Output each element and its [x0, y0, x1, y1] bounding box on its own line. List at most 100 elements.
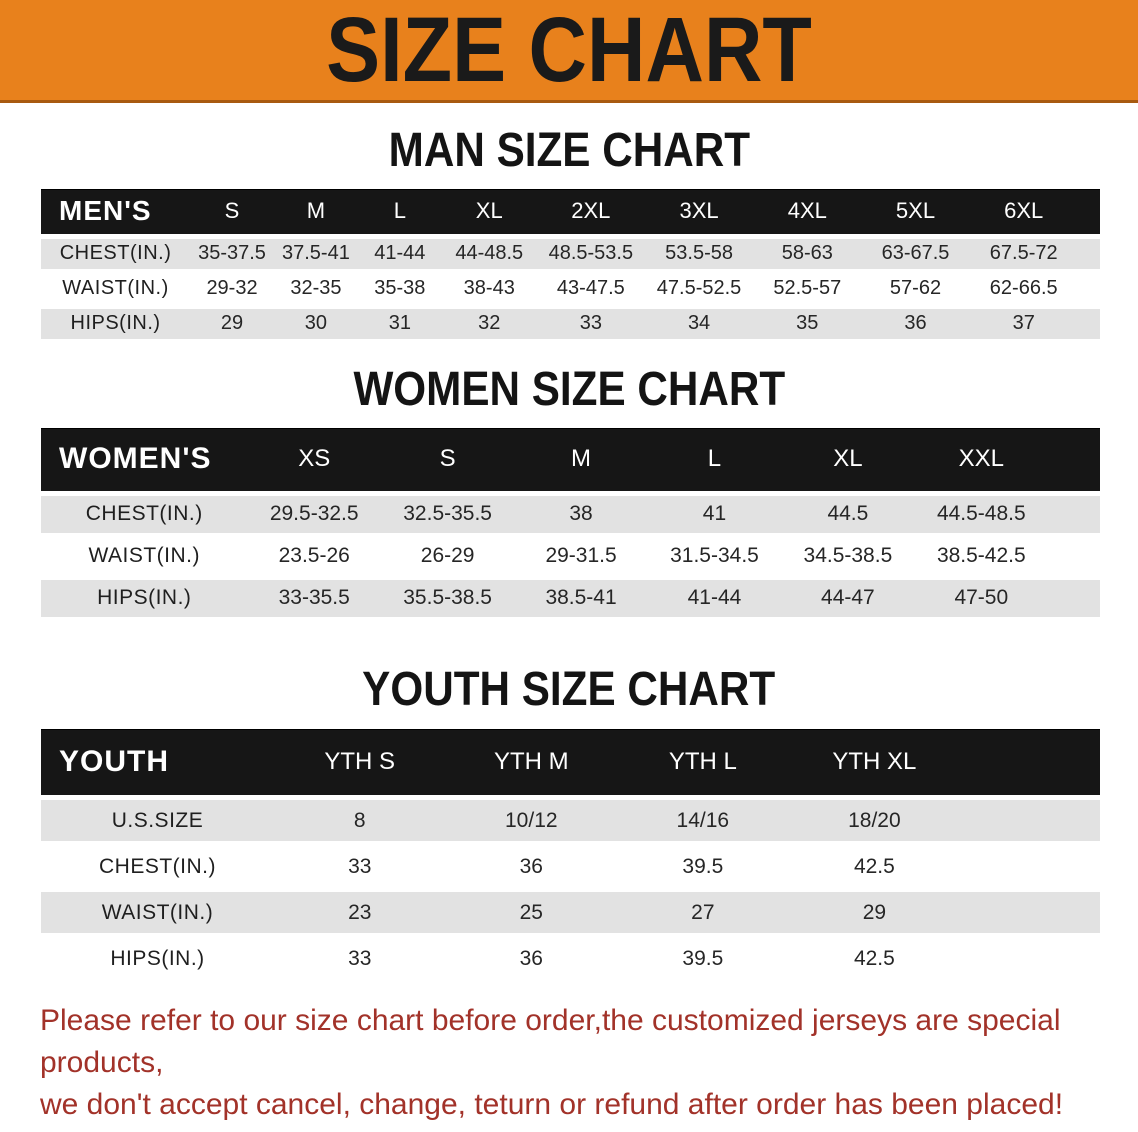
page-title: SIZE CHART — [293, 4, 845, 96]
men-size-value: 29 — [190, 308, 274, 339]
men-row-filler — [1077, 308, 1100, 339]
men-header-filler — [1077, 188, 1100, 234]
men-measurement-row: WAIST(IN.) 29-32 32-35 35-38 38-43 43-47.5 47.… — [41, 273, 1100, 304]
men-measurement-row: CHEST(IN.) 35-37.5 37.5-41 41-44 44-48.5 48.5… — [41, 238, 1100, 269]
women-size-value: 41-44 — [647, 579, 782, 617]
women-row-label: CHEST(IN.) — [41, 495, 248, 533]
youth-row-filler — [960, 846, 1100, 888]
women-size-value: 44-47 — [781, 579, 915, 617]
men-size-value: 32-35 — [273, 273, 358, 304]
men-column-header: 6XL — [969, 188, 1078, 234]
men-size-value: 37 — [969, 308, 1078, 339]
men-size-value: 52.5-57 — [753, 273, 862, 304]
men-size-value: 43-47.5 — [536, 273, 645, 304]
youth-size-value: 29 — [788, 892, 961, 934]
men-size-value: 53.5-58 — [644, 238, 754, 269]
youth-row-label: WAIST(IN.) — [41, 892, 274, 934]
men-size-value: 33 — [536, 308, 645, 339]
women-size-value: 38 — [514, 495, 648, 533]
youth-row-filler — [960, 800, 1100, 842]
youth-section-title-text: YOUTH SIZE CHART — [362, 662, 776, 716]
youth-header-row: YOUTH YTH S YTH M YTH L YTH XL — [41, 729, 1100, 796]
youth-size-value: 33 — [273, 846, 446, 888]
women-size-value: 38.5-41 — [514, 579, 648, 617]
men-size-value: 47.5-52.5 — [644, 273, 754, 304]
men-size-value: 67.5-72 — [969, 238, 1078, 269]
women-size-chart-section: WOMEN SIZE CHART WOMEN'S XS S M L XL XXL CHEST… — [0, 363, 1138, 622]
women-size-value: 38.5-42.5 — [914, 537, 1049, 575]
women-measurement-row: CHEST(IN.) 29.5-32.5 32.5-35.5 38 41 44.5 44.5… — [41, 495, 1100, 533]
women-size-value: 47-50 — [914, 579, 1049, 617]
men-row-label: HIPS(IN.) — [41, 308, 191, 339]
women-size-value: 35.5-38.5 — [380, 579, 515, 617]
youth-section-title: YOUTH SIZE CHART — [0, 662, 1138, 717]
women-size-value: 29-31.5 — [514, 537, 648, 575]
youth-measurement-row: WAIST(IN.) 23 25 27 29 — [41, 892, 1100, 934]
men-row-label: CHEST(IN.) — [41, 238, 191, 269]
men-size-value: 41-44 — [357, 238, 442, 269]
men-size-value: 44-48.5 — [441, 238, 537, 269]
youth-size-value: 42.5 — [788, 846, 961, 888]
men-column-header: 2XL — [536, 188, 645, 234]
women-size-value: 41 — [647, 495, 782, 533]
women-measurement-row: WAIST(IN.) 23.5-26 26-29 29-31.5 31.5-34.5 34… — [41, 537, 1100, 575]
page-title-text: SIZE CHART — [326, 0, 812, 101]
women-corner-label: WOMEN'S — [41, 427, 248, 491]
youth-size-value: 39.5 — [617, 846, 789, 888]
youth-row-filler — [960, 892, 1100, 934]
youth-row-label: HIPS(IN.) — [41, 938, 274, 980]
disclaimer-line-2: we don't accept cancel, change, teturn o… — [40, 1088, 1064, 1122]
women-row-label: HIPS(IN.) — [41, 579, 248, 617]
women-size-table: WOMEN'S XS S M L XL XXL CHEST(IN.) 29.5-32.5 32.… — [41, 423, 1100, 622]
men-size-table: MEN'S S M L XL 2XL 3XL 4XL 5XL 6XL CHEST(IN.) 35-3… — [41, 184, 1100, 344]
women-column-header: S — [380, 427, 515, 491]
men-header-row: MEN'S S M L XL 2XL 3XL 4XL 5XL 6XL — [41, 188, 1100, 234]
youth-row-filler — [960, 938, 1100, 980]
men-size-value: 29-32 — [190, 273, 274, 304]
youth-measurement-row: U.S.SIZE 8 10/12 14/16 18/20 — [41, 800, 1100, 842]
women-measurement-row: HIPS(IN.) 33-35.5 35.5-38.5 38.5-41 41-44 44-… — [41, 579, 1100, 617]
men-section-title: MAN SIZE CHART — [0, 124, 1138, 178]
youth-size-value: 23 — [273, 892, 446, 934]
size-chart-banner: SIZE CHART — [0, 0, 1138, 103]
youth-column-header: YTH L — [617, 729, 789, 796]
women-column-header: M — [514, 427, 648, 491]
men-row-filler — [1077, 273, 1100, 304]
women-size-value: 32.5-35.5 — [380, 495, 515, 533]
youth-measurement-row: HIPS(IN.) 33 36 39.5 42.5 — [41, 938, 1100, 980]
women-header-filler — [1048, 427, 1100, 491]
youth-size-value: 14/16 — [617, 800, 789, 842]
youth-size-value: 36 — [445, 846, 618, 888]
men-size-value: 32 — [441, 308, 537, 339]
youth-measurement-row: CHEST(IN.) 33 36 39.5 42.5 — [41, 846, 1100, 888]
men-column-header: 4XL — [753, 188, 862, 234]
youth-size-chart-section: YOUTH SIZE CHART YOUTH YTH S YTH M YTH L YTH… — [0, 662, 1138, 985]
women-size-value: 31.5-34.5 — [647, 537, 782, 575]
youth-size-value: 27 — [617, 892, 789, 934]
youth-column-header: YTH M — [445, 729, 618, 796]
men-column-header: XL — [441, 188, 537, 234]
youth-size-table: YOUTH YTH S YTH M YTH L YTH XL U.S.SIZE 8 10/1… — [41, 724, 1100, 984]
men-size-value: 37.5-41 — [273, 238, 358, 269]
women-row-filler — [1048, 537, 1100, 575]
men-row-label: WAIST(IN.) — [41, 273, 191, 304]
youth-row-label: U.S.SIZE — [41, 800, 274, 842]
men-column-header: 5XL — [861, 188, 970, 234]
men-size-value: 34 — [644, 308, 754, 339]
order-disclaimer: Please refer to our size chart before or… — [40, 1000, 1100, 1126]
youth-size-value: 8 — [273, 800, 446, 842]
women-column-header: XXL — [914, 427, 1049, 491]
youth-size-value: 33 — [273, 938, 446, 980]
men-size-chart-section: MAN SIZE CHART MEN'S S M L XL 2XL 3XL 4XL 5XL 6XL… — [0, 124, 1138, 344]
men-size-value: 62-66.5 — [969, 273, 1078, 304]
women-column-header: XL — [781, 427, 915, 491]
men-corner-label: MEN'S — [41, 188, 191, 234]
women-size-value: 26-29 — [380, 537, 515, 575]
men-row-filler — [1077, 238, 1100, 269]
women-row-label: WAIST(IN.) — [41, 537, 248, 575]
men-size-value: 63-67.5 — [861, 238, 970, 269]
youth-corner-label: YOUTH — [41, 729, 274, 796]
women-size-value: 44.5 — [781, 495, 915, 533]
disclaimer-line-1: Please refer to our size chart before or… — [40, 1004, 1061, 1080]
women-column-header: L — [647, 427, 782, 491]
